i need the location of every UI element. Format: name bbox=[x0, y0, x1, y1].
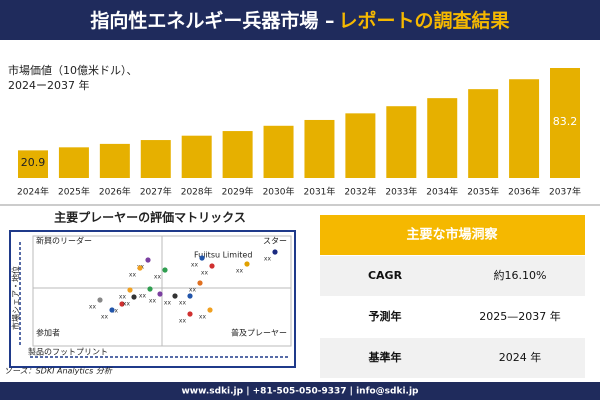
x-tick-label: 2026年 bbox=[99, 186, 131, 198]
chart-subtitle: 市場価値（10億米ドル）、 bbox=[8, 63, 138, 77]
player-dot bbox=[197, 280, 203, 286]
player-dot bbox=[207, 307, 213, 313]
player-label: xx bbox=[129, 272, 137, 279]
player-dot bbox=[109, 307, 115, 313]
player-label: xx bbox=[264, 256, 272, 263]
player-dot bbox=[145, 257, 151, 263]
player-label: xx bbox=[201, 270, 209, 277]
bar bbox=[468, 89, 499, 178]
x-tick-label: 2030年 bbox=[263, 186, 295, 198]
player-label: xx bbox=[164, 300, 172, 307]
table-header bbox=[320, 215, 585, 255]
matrix-x-label: 製品のフットプリント bbox=[28, 347, 108, 357]
x-tick-label: 2029年 bbox=[222, 186, 254, 198]
x-tick-label: 2028年 bbox=[181, 186, 213, 198]
player-dot bbox=[127, 287, 133, 293]
matrix-points: xxxxxxxxxxxxxxxxxxxxxxxxxxxxxxxxxxxxxx bbox=[89, 249, 278, 325]
x-tick-label: 2025年 bbox=[58, 186, 90, 198]
x-tick-label: 2027年 bbox=[140, 186, 172, 198]
player-label: xx bbox=[119, 294, 127, 301]
quadrant-label: 新興のリーダー bbox=[36, 236, 92, 246]
player-label: xx bbox=[111, 308, 119, 315]
x-tick-label: 2033年 bbox=[385, 186, 417, 198]
title-main: 指向性エネルギー兵器市場 – bbox=[90, 9, 334, 32]
player-dot bbox=[147, 286, 153, 292]
player-label: xx bbox=[179, 318, 187, 325]
bar bbox=[263, 125, 294, 178]
bar bbox=[140, 140, 171, 178]
player-dot bbox=[131, 294, 137, 300]
quadrant-label: 参加者 bbox=[36, 328, 60, 338]
table-cell: 約16.10% bbox=[494, 268, 547, 282]
bar bbox=[58, 147, 89, 178]
x-tick-label: 2032年 bbox=[344, 186, 376, 198]
bar bbox=[222, 131, 253, 178]
title-accent: レポートの調査結果 bbox=[339, 9, 510, 32]
player-dot bbox=[244, 261, 250, 267]
source: ソース：SDKI Analytics 分析 bbox=[4, 367, 113, 376]
table-cell: 2024 年 bbox=[499, 350, 542, 364]
table-cell: 基準年 bbox=[368, 350, 402, 364]
player-label: xx bbox=[149, 298, 157, 305]
player-label: xx bbox=[236, 268, 244, 275]
player-label: xx bbox=[189, 287, 197, 294]
player-label: xx bbox=[123, 301, 131, 308]
bar bbox=[181, 135, 212, 178]
bar bbox=[386, 106, 417, 178]
table-row bbox=[320, 297, 585, 337]
bar bbox=[509, 79, 540, 178]
player-label: xx bbox=[191, 262, 199, 269]
chart-subtitle: 2024ー2037 年 bbox=[8, 78, 90, 92]
player-dot bbox=[172, 293, 178, 299]
x-tick-label: 2024年 bbox=[17, 186, 49, 198]
player-dot bbox=[157, 291, 163, 297]
player-label: xx bbox=[199, 314, 207, 321]
header-bar bbox=[0, 0, 600, 40]
table-cell: CAGR bbox=[368, 269, 403, 282]
table-cell: 予測年 bbox=[369, 309, 402, 323]
x-tick-label: 2037年 bbox=[549, 186, 581, 198]
matrix-y-label: 市場シェア・地位 bbox=[11, 266, 21, 330]
table-cell: 2025—2037 年 bbox=[479, 309, 561, 323]
x-tick-label: 2036年 bbox=[508, 186, 540, 198]
bar-chart: 2024年 20.9 2025年 2026年 2027年 2028年 2029年 2030年 2… bbox=[17, 68, 581, 198]
player-dot bbox=[97, 297, 103, 303]
bar bbox=[550, 68, 580, 178]
bar bbox=[18, 150, 48, 178]
quadrant-label: 普及プレーヤー bbox=[231, 328, 287, 338]
x-tick-label: 2034年 bbox=[426, 186, 458, 198]
player-label: xx bbox=[139, 293, 147, 300]
player-label: xx bbox=[179, 300, 187, 307]
bar bbox=[99, 143, 130, 178]
quadrant-label: スター bbox=[263, 237, 287, 246]
matrix-title: 主要プレーヤーの評価マトリックス bbox=[54, 210, 246, 225]
bar bbox=[345, 113, 376, 178]
player-label: xx bbox=[154, 274, 162, 281]
table-row bbox=[320, 338, 585, 378]
player-dot bbox=[187, 311, 193, 317]
player-label: xx bbox=[89, 304, 97, 311]
data-label: 83.2 bbox=[553, 115, 578, 128]
x-tick-label: 2031年 bbox=[304, 186, 336, 198]
player-dot bbox=[162, 267, 168, 273]
player-label: xx bbox=[101, 314, 109, 321]
header-title: 指向性エネルギー兵器市場 – レポートの調査結果 bbox=[90, 9, 509, 32]
player-dot bbox=[209, 263, 215, 269]
table-title: 主要な市場洞察 bbox=[406, 227, 498, 243]
player-dot bbox=[199, 255, 205, 261]
table-row bbox=[320, 256, 585, 296]
bar bbox=[304, 119, 335, 178]
player-dot bbox=[272, 249, 278, 255]
footer: www.sdki.jp | +81-505-050-9337 | info@sd… bbox=[181, 387, 419, 397]
highlight-label: Fujitsu Limited bbox=[194, 251, 252, 260]
player-dot bbox=[119, 301, 125, 307]
player-dot bbox=[137, 265, 143, 271]
bar bbox=[427, 98, 458, 178]
footer-bar bbox=[0, 382, 600, 400]
x-tick-label: 2035年 bbox=[467, 186, 499, 198]
player-dot bbox=[187, 293, 193, 299]
data-label: 20.9 bbox=[21, 156, 46, 169]
